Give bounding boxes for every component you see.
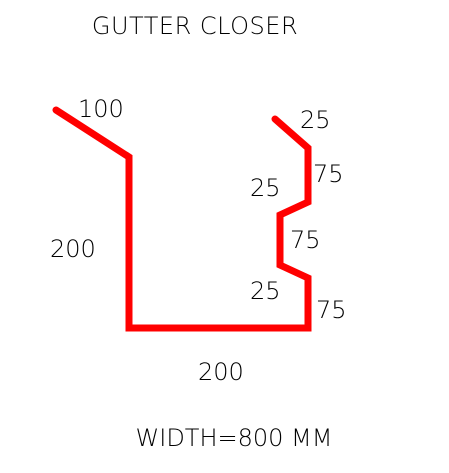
dim-left-lip: 100 (78, 95, 124, 123)
drawing-title: GUTTER CLOSER (92, 12, 298, 40)
gutter-profile-line (52, 106, 312, 332)
dim-left-wall: 200 (50, 235, 96, 263)
dim-step-upper: 25 (250, 174, 281, 202)
dim-top-right-lip: 25 (300, 106, 331, 134)
dim-right-lower: 75 (316, 296, 347, 324)
dim-right-upper: 75 (313, 160, 344, 188)
dim-step-lower: 25 (250, 277, 281, 305)
drawing-width-note: WIDTH=800 MM (136, 424, 333, 452)
dim-right-middle: 75 (290, 226, 321, 254)
dim-base: 200 (198, 358, 244, 386)
